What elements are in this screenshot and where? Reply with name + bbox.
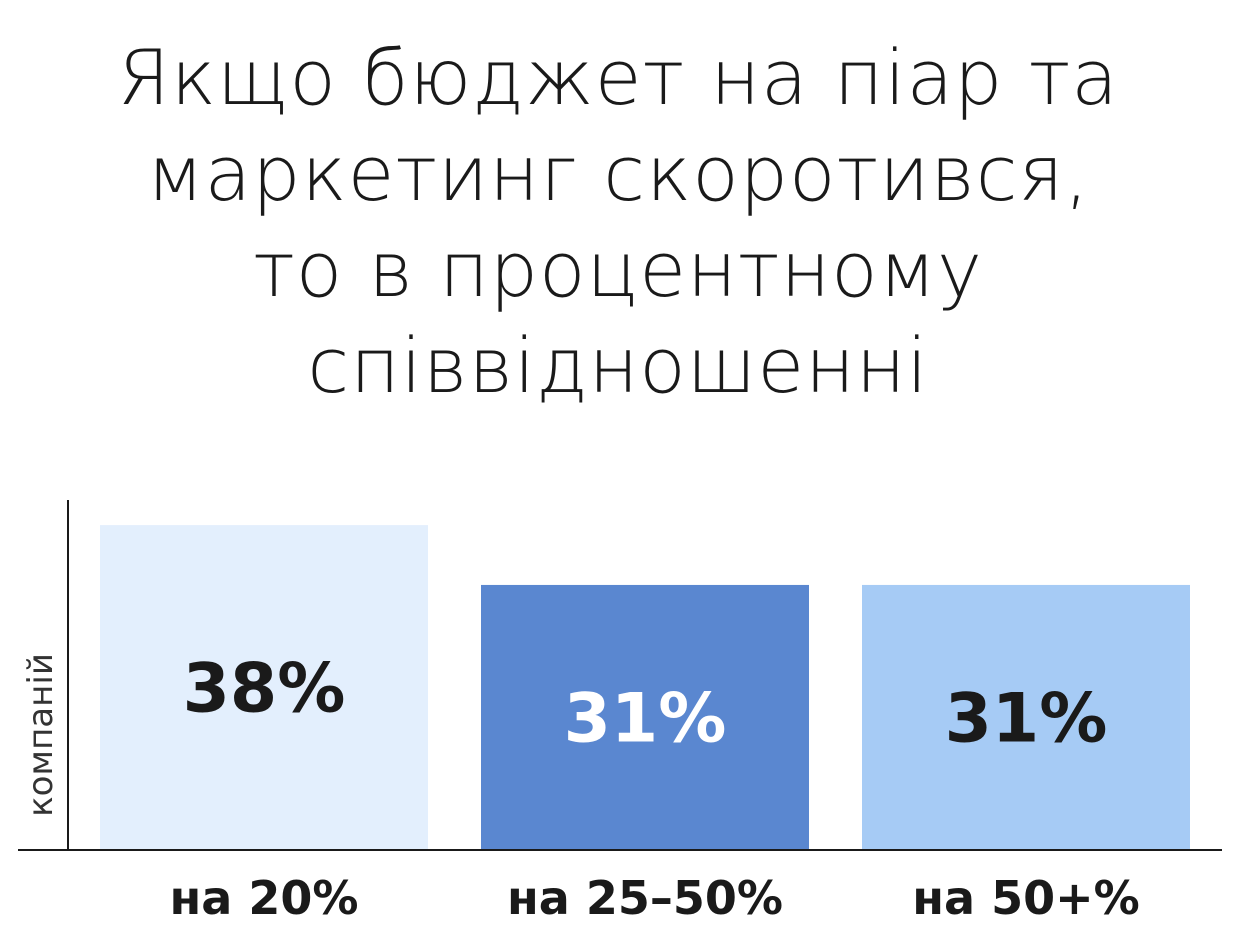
bar-value-label-3: 31% bbox=[945, 679, 1108, 758]
y-axis-label: компаній bbox=[21, 653, 61, 817]
x-tick-label-2: на 25–50% bbox=[507, 871, 783, 925]
x-tick-label-1: на 20% bbox=[170, 871, 359, 925]
bar-value-label-1: 38% bbox=[183, 650, 346, 729]
x-tick-label-3: на 50+% bbox=[912, 871, 1139, 925]
bar-value-label-2: 31% bbox=[564, 679, 727, 758]
